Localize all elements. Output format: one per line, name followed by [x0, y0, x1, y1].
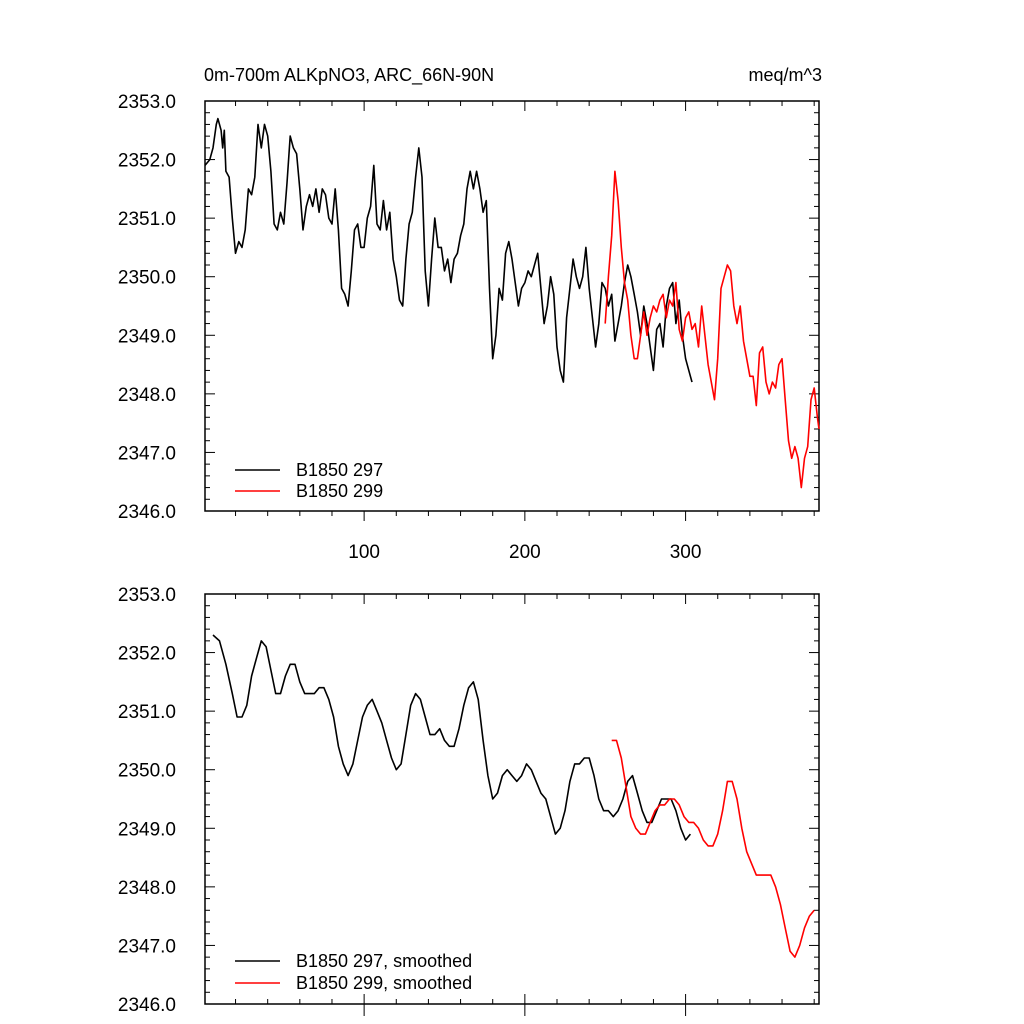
bottom-panel: 2346.0 2347.0 2348.0 2349.0 2350.0 2351.0 2352… — [118, 585, 820, 1016]
plot-frame — [204, 100, 820, 512]
y-tick-label: 2347.0 — [118, 443, 176, 464]
y-tick-label: 2351.0 — [118, 209, 176, 230]
legend-label-b1850-297-smoothed: B1850 297, smoothed — [296, 951, 472, 971]
y-axis-labels: 2346.0 2347.0 2348.0 2349.0 2350.0 2351.0 2352… — [118, 92, 176, 523]
y-tick-label: 2353.0 — [118, 92, 176, 113]
x-tick-label: 100 — [348, 542, 380, 563]
plot-frame — [204, 593, 820, 1005]
y-tick-label: 2349.0 — [118, 819, 176, 840]
x-axis-labels: 100 200 300 — [348, 542, 701, 563]
y-tick-label: 2353.0 — [118, 585, 176, 606]
y-tick-label: 2346.0 — [118, 502, 176, 523]
top-panel: 2346.0 2347.0 2348.0 2349.0 2350.0 2351.0 2352… — [118, 92, 820, 563]
units-label: meq/m^3 — [749, 65, 822, 85]
legend-label-b1850-299-smoothed: B1850 299, smoothed — [296, 973, 472, 993]
x-tick-label: 300 — [670, 542, 702, 563]
y-axis-labels: 2346.0 2347.0 2348.0 2349.0 2350.0 2351.0 2352… — [118, 585, 176, 1016]
series-lines — [212, 634, 815, 958]
series-line-b1850-299-smoothed — [611, 739, 815, 958]
y-tick-label: 2348.0 — [118, 878, 176, 899]
legend: B1850 297, smoothed B1850 299, smoothed — [235, 951, 472, 993]
y-tick-label: 2350.0 — [118, 268, 176, 289]
x-tick-label: 200 — [509, 542, 541, 563]
series-lines — [204, 117, 820, 489]
axis-ticks — [205, 593, 819, 1016]
legend: B1850 297 B1850 299 — [235, 460, 383, 501]
legend-label-b1850-297: B1850 297 — [296, 460, 383, 480]
y-tick-label: 2352.0 — [118, 644, 176, 665]
y-tick-label: 2347.0 — [118, 936, 176, 957]
axis-ticks — [205, 100, 819, 521]
series-line-b1850-299 — [604, 170, 820, 489]
y-tick-label: 2346.0 — [118, 995, 176, 1016]
series-line-b1850-297-smoothed — [212, 634, 692, 841]
y-tick-label: 2351.0 — [118, 702, 176, 723]
y-tick-label: 2348.0 — [118, 385, 176, 406]
y-tick-label: 2350.0 — [118, 761, 176, 782]
y-tick-label: 2352.0 — [118, 151, 176, 172]
y-tick-label: 2349.0 — [118, 326, 176, 347]
series-line-b1850-297 — [204, 117, 693, 383]
chart-title: 0m-700m ALKpNO3, ARC_66N-90N — [204, 65, 494, 86]
legend-label-b1850-299: B1850 299 — [296, 481, 383, 501]
